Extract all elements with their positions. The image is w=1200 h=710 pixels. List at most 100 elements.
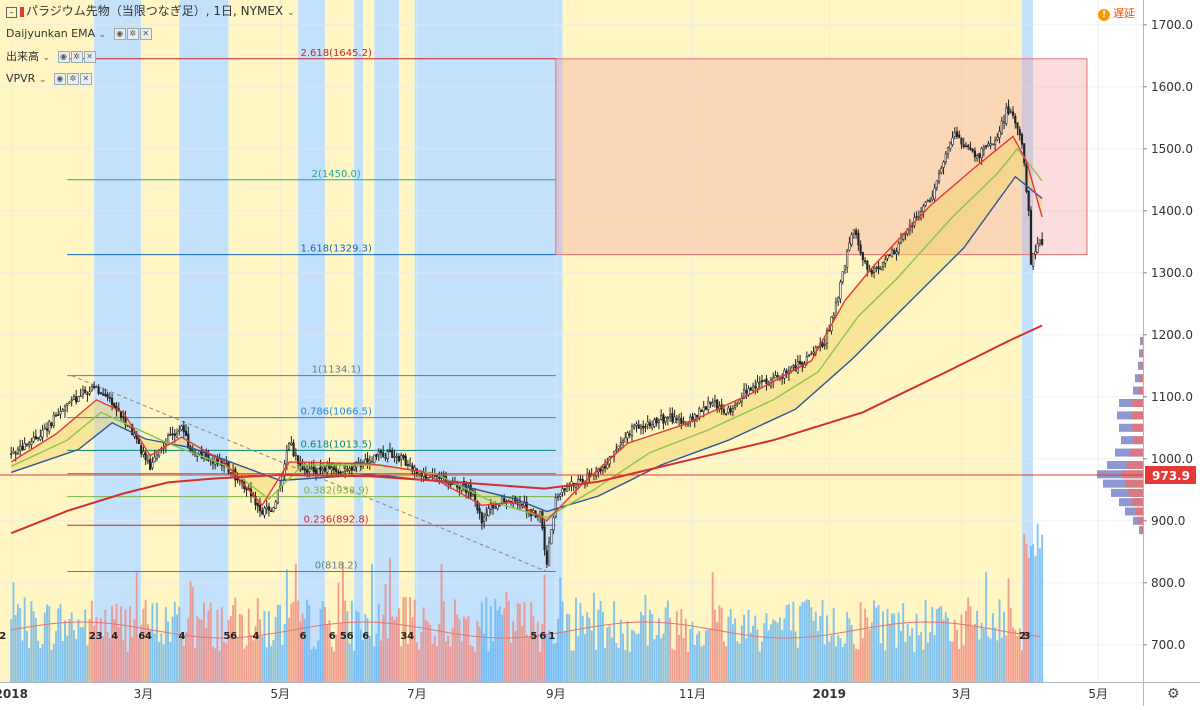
candle-body (258, 504, 262, 512)
close-icon[interactable]: ✕ (139, 28, 152, 40)
candle-body (48, 421, 51, 432)
chevron-down-icon[interactable]: ⌄ (98, 30, 107, 40)
volume-bar (693, 644, 696, 682)
indicator-vpvr-label: VPVR (6, 72, 36, 85)
indicator-ema-row[interactable]: Daijyunkan EMA ⌄ ◉ ✲ ✕ (6, 27, 153, 42)
band-marker-label: 5 (223, 631, 230, 642)
volume-bar (317, 640, 320, 682)
indicator-vpvr-row[interactable]: VPVR ⌄ ◉ ✲ ✕ (6, 72, 93, 87)
volume-bar (465, 618, 468, 682)
volume-bar (765, 613, 768, 682)
volume-bar (256, 598, 259, 682)
volume-bar (339, 622, 342, 682)
band-marker-label: 3 (96, 631, 103, 642)
volume-bar (344, 600, 347, 682)
volume-bar (467, 615, 470, 682)
candle-body (550, 529, 553, 545)
candle-body (59, 411, 62, 415)
last-price-tag (1145, 465, 1196, 484)
volume-bar (489, 606, 492, 682)
volume-bar (803, 601, 806, 682)
candle-body (332, 467, 336, 471)
volume-bar (19, 607, 22, 682)
band-marker-label: 4 (145, 631, 152, 642)
volume-bar (61, 640, 64, 682)
volume-bar (202, 602, 205, 682)
volume-bar (122, 639, 125, 682)
chevron-down-icon[interactable]: ⌄ (42, 53, 51, 63)
volume-bar (229, 615, 232, 682)
close-icon[interactable]: ✕ (79, 73, 92, 85)
collapse-icon[interactable]: – (6, 7, 17, 18)
volume-bar (232, 605, 235, 682)
volume-profile-bar (1119, 498, 1143, 507)
volume-bar (967, 597, 970, 682)
volume-bar (819, 616, 822, 682)
candle-body (30, 441, 33, 445)
candle-body (982, 146, 985, 150)
indicator-volume-row[interactable]: 出来高 ⌄ ◉ ✲ ✕ (6, 50, 97, 65)
candle-body (110, 397, 114, 405)
volume-bar (99, 618, 102, 682)
settings-icon[interactable]: ✲ (126, 28, 139, 40)
volume-bar (960, 614, 963, 682)
volume-bar (283, 623, 286, 682)
candle-body (790, 367, 793, 372)
volume-bar (164, 607, 167, 682)
settings-icon[interactable]: ✲ (70, 51, 83, 63)
volume-bar (261, 636, 264, 682)
chevron-down-icon[interactable]: ⌄ (38, 75, 47, 85)
candle-body (308, 468, 311, 472)
candle-body (711, 402, 714, 406)
volume-bar (353, 650, 356, 682)
volume-bar (610, 637, 613, 682)
candle-body (229, 472, 232, 474)
settings-icon[interactable]: ✲ (66, 73, 79, 85)
close-icon[interactable]: ✕ (83, 51, 96, 63)
candle-body (855, 230, 858, 236)
candle-body (698, 408, 701, 419)
candle-body (370, 461, 374, 463)
candle-body (34, 435, 37, 440)
volume-bar (23, 597, 26, 682)
volume-bar (1012, 627, 1014, 682)
candle-body (850, 234, 853, 245)
volume-bar (449, 646, 452, 682)
background-band (324, 0, 355, 682)
chevron-down-icon[interactable]: ⌄ (286, 8, 295, 18)
candle-body (624, 437, 627, 443)
volume-bar (474, 651, 477, 682)
delay-badge[interactable]: ! 遅延 (1098, 5, 1135, 21)
visibility-icon[interactable]: ◉ (113, 28, 126, 40)
candle-body (648, 422, 652, 427)
volume-bar (837, 635, 840, 682)
candle-body (480, 512, 483, 524)
candle-body (483, 516, 486, 522)
candle-body (754, 386, 757, 389)
candle-body (834, 302, 838, 317)
candle-body (1009, 111, 1012, 113)
candle-body (848, 242, 851, 251)
volume-profile-bar (1132, 498, 1143, 507)
volume-bar (1009, 608, 1012, 682)
candle-body (303, 468, 306, 471)
candle-body (924, 201, 927, 206)
volume-bar (902, 603, 905, 682)
volume-bar (812, 620, 815, 682)
volume-bar (920, 631, 923, 682)
volume-bar (711, 572, 714, 682)
candle-body (270, 510, 273, 513)
chart-settings-icon[interactable]: ⚙ (1167, 686, 1180, 702)
volume-bar (942, 619, 945, 682)
volume-bar (214, 648, 217, 682)
delay-label: 遅延 (1113, 7, 1135, 20)
volume-bar (371, 563, 373, 682)
volume-bar (422, 607, 425, 682)
volume-bar (104, 609, 107, 682)
volume-bar (218, 651, 221, 682)
visibility-icon[interactable]: ◉ (53, 73, 66, 85)
visibility-icon[interactable]: ◉ (57, 51, 70, 63)
symbol-title-row[interactable]: – パラジウム先物（当限つなぎ足）, 1日, NYMEX ⌄ (6, 4, 295, 20)
